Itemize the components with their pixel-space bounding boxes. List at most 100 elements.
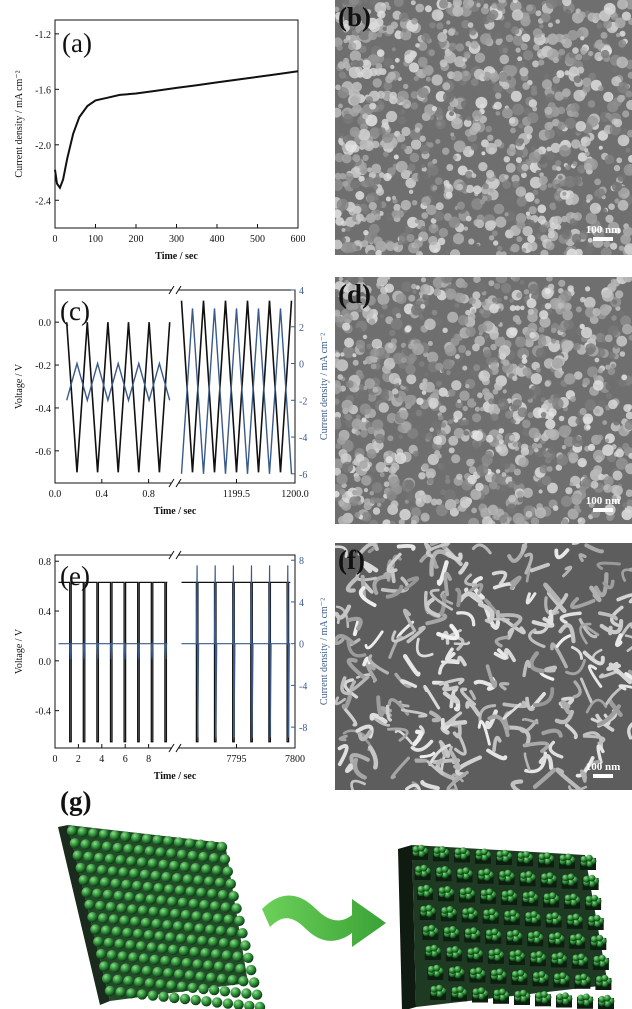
sem-grain [627, 129, 632, 138]
sem-grain [395, 293, 407, 304]
nanoparticle-sphere [241, 988, 252, 999]
sem-flake [352, 757, 367, 780]
sem-grain [563, 33, 569, 40]
sem-grain [445, 288, 457, 300]
sem-grain [455, 43, 465, 52]
chart-c-xtick-label: 1199.5 [223, 489, 250, 500]
nanostructure-cluster [412, 844, 429, 860]
sem-grain [532, 189, 539, 196]
nanoparticle-sphere [80, 839, 91, 850]
sem-grain [453, 427, 465, 439]
sem-grain [453, 410, 463, 420]
sem-grain [335, 179, 344, 191]
sem-grain [454, 369, 460, 376]
sem-grain [458, 315, 469, 326]
sem-grain [523, 289, 530, 295]
sem-grain [374, 18, 384, 27]
sem-grain [561, 425, 572, 435]
sem-flake [477, 720, 491, 746]
sem-grain [417, 87, 429, 98]
sem-grain [387, 357, 394, 364]
chart-c-break-mark [175, 478, 182, 488]
sem-grain [552, 215, 563, 226]
sem-grain [450, 132, 455, 137]
sem-flake [532, 767, 557, 789]
sem-grain [420, 512, 430, 522]
sem-grain [426, 204, 437, 216]
nanoparticle-sphere [147, 990, 159, 1001]
chart-e-current-line [58, 643, 168, 660]
sem-grain [540, 412, 547, 418]
sem-flake [343, 678, 359, 699]
sem-grain [537, 52, 542, 58]
chart-a-ytick-label: -2.0 [35, 141, 51, 152]
chart-a-xtick-label: 0 [53, 234, 58, 245]
sem-flake [498, 682, 510, 691]
sem-grain [557, 121, 566, 130]
nanoparticle-sphere [141, 833, 153, 845]
nanoparticle-sphere [150, 870, 161, 882]
chart-e-frame [54, 554, 296, 749]
sem-grain [482, 183, 489, 190]
sem-flake [386, 552, 402, 573]
sem-grain [427, 361, 439, 373]
sem-grain [587, 237, 593, 243]
sem-grain [355, 19, 363, 27]
sem-grain [376, 282, 381, 287]
sem-grain [408, 189, 414, 194]
sem-grain [569, 102, 580, 113]
sem-flake [361, 582, 374, 594]
sem-grain [412, 343, 424, 356]
nanoparticle-sphere [101, 841, 113, 852]
sem-grain [511, 174, 520, 183]
sem-grain [391, 462, 400, 472]
nanostructure-cluster [556, 992, 573, 1008]
sem-grain [560, 290, 572, 302]
sem-grain [621, 374, 628, 381]
sem-flake [443, 571, 452, 597]
sem-grain [405, 364, 416, 375]
chart-a-xtick-label: 400 [210, 234, 225, 245]
nanoparticle-sphere [91, 840, 102, 851]
sem-grain [470, 78, 479, 87]
sem-grain [603, 91, 614, 102]
nanoparticle-sphere [202, 912, 213, 923]
sem-grain [463, 419, 470, 426]
nanoparticle-sphere [246, 964, 257, 976]
sem-flake [456, 611, 476, 627]
nanoparticle-sphere [201, 864, 212, 875]
sem-grain [625, 463, 632, 475]
sem-grain [452, 5, 464, 17]
sem-grain [492, 230, 498, 237]
sem-grain [498, 345, 511, 357]
nanostructure-cluster [595, 974, 612, 990]
sem-grain [607, 367, 616, 376]
sem-flake [492, 735, 502, 753]
nanostructure-cluster [433, 846, 450, 862]
nanoparticle-sphere [210, 901, 221, 912]
sem-grain [598, 145, 603, 150]
sem-grain [398, 108, 406, 116]
sem-grain [611, 363, 616, 369]
sem-grain [350, 167, 362, 178]
sem-grain [345, 380, 354, 389]
sem-grain [523, 521, 529, 524]
sem-grain [473, 219, 481, 227]
sem-grain [622, 324, 632, 335]
sem-grain [605, 381, 616, 392]
sem-grain [420, 284, 431, 295]
sem-grain [340, 453, 352, 465]
sem-flake [559, 611, 582, 625]
sem-grain [412, 450, 419, 457]
sem-grain [613, 164, 621, 172]
nanostructure-cluster [511, 969, 528, 985]
sem-grain [454, 56, 466, 68]
sem-grain [342, 292, 351, 300]
nanostructure-cluster [464, 927, 481, 943]
nanoparticle-sphere [204, 876, 215, 887]
sem-grain [478, 370, 490, 382]
sem-grain [360, 123, 368, 132]
sem-grain [424, 5, 432, 13]
sem-grain [615, 457, 628, 470]
sem-grain [522, 226, 533, 237]
